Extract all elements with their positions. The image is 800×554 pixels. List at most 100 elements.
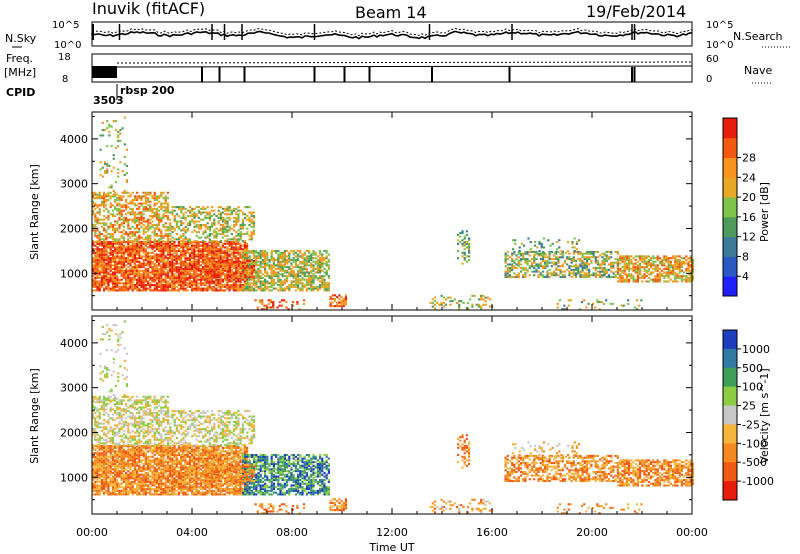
power-cell	[254, 299, 257, 302]
power-cell	[122, 218, 125, 221]
power-cell	[206, 227, 209, 230]
power-cell	[118, 225, 121, 228]
power-cell	[669, 278, 672, 281]
power-cell	[98, 284, 101, 287]
power-cell	[171, 282, 174, 285]
power-cell	[213, 275, 216, 279]
power-cell	[623, 269, 626, 272]
power-cell	[103, 276, 106, 279]
power-cell	[114, 120, 118, 123]
power-cell	[325, 289, 328, 292]
power-cell	[215, 251, 218, 254]
power-cell	[268, 276, 271, 279]
velocity-cell	[116, 450, 119, 453]
power-cell	[162, 269, 165, 272]
power-cell	[272, 273, 275, 276]
power-cell	[149, 262, 152, 265]
power-cell	[133, 287, 136, 290]
power-cell	[577, 270, 580, 273]
power-cell	[305, 284, 308, 287]
power-cell	[122, 195, 125, 198]
power-cell	[211, 275, 214, 279]
power-cell	[477, 303, 481, 306]
power-cell	[147, 220, 150, 223]
velocity-cell	[107, 466, 110, 469]
power-cell	[153, 244, 156, 247]
power-cell	[232, 285, 235, 288]
power-cell	[658, 257, 661, 260]
power-cell	[158, 257, 161, 260]
power-cell	[202, 246, 205, 249]
power-cell	[180, 260, 183, 263]
power-cell	[259, 276, 262, 279]
power-cell	[193, 266, 196, 269]
power-cell	[561, 265, 564, 268]
power-cell	[105, 216, 108, 219]
power-cell	[160, 231, 163, 234]
power-cell	[180, 273, 183, 276]
power-cell	[246, 231, 249, 234]
power-cell	[239, 289, 242, 292]
power-cell	[539, 263, 542, 266]
velocity-cell	[100, 479, 103, 482]
power-cell	[184, 282, 187, 285]
power-cell	[127, 266, 130, 269]
power-cell	[122, 264, 125, 267]
power-cell	[103, 170, 107, 173]
power-cell	[636, 271, 639, 274]
power-cell	[125, 198, 128, 201]
power-cell	[204, 229, 207, 232]
power-cell	[129, 193, 132, 196]
power-cell	[239, 276, 242, 279]
power-cell	[103, 229, 106, 232]
power-cell	[173, 282, 176, 285]
velocity-cell	[94, 455, 97, 458]
power-cell	[333, 299, 337, 302]
power-cell	[188, 242, 191, 245]
power-cell	[244, 289, 247, 292]
power-cell	[244, 251, 247, 254]
velocity-cell	[111, 446, 114, 449]
power-cell	[689, 278, 692, 281]
velocity-cell	[105, 468, 108, 471]
power-cell	[342, 305, 345, 308]
power-cell	[261, 276, 264, 279]
power-cell	[663, 280, 666, 283]
power-cell	[184, 266, 187, 269]
power-cell	[261, 302, 264, 305]
power-cell	[461, 255, 464, 258]
power-cell	[634, 267, 637, 270]
power-cell	[321, 269, 324, 272]
power-cell	[689, 275, 692, 278]
power-cell	[239, 231, 242, 234]
power-cell	[292, 251, 295, 254]
power-cell	[92, 267, 95, 270]
power-cell	[463, 248, 466, 251]
power-cell	[269, 301, 273, 304]
power-cell	[96, 204, 99, 207]
velocity-cell	[107, 486, 110, 489]
power-cell	[691, 264, 694, 267]
velocity-cell	[98, 477, 101, 480]
power-cell	[253, 249, 256, 253]
power-cell	[109, 267, 112, 270]
power-cell	[235, 216, 238, 219]
power-cell	[674, 257, 677, 260]
power-cell	[125, 282, 128, 285]
power-cell	[294, 273, 297, 276]
power-ylabel: Slant Range [km]	[28, 164, 41, 260]
power-cell	[105, 257, 108, 260]
power-cell	[122, 249, 125, 253]
power-cell	[153, 198, 156, 201]
power-cell	[120, 211, 123, 214]
power-cell	[283, 282, 286, 285]
power-cell	[579, 274, 582, 277]
power-cell	[103, 289, 106, 292]
power-cell	[140, 216, 143, 219]
power-cell	[100, 202, 103, 205]
power-cell	[255, 275, 258, 278]
power-cell	[202, 258, 205, 262]
power-cell	[151, 255, 154, 258]
power-cell	[329, 301, 332, 304]
